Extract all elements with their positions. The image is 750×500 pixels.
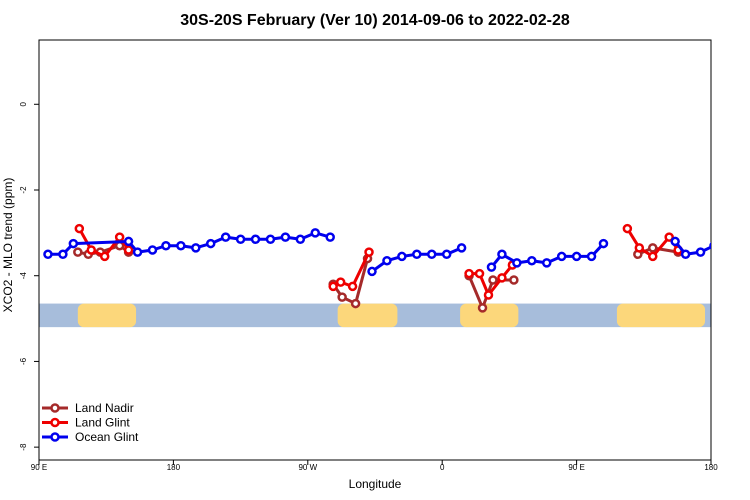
- y-tick-label: 0: [19, 102, 28, 107]
- x-tick-label: 90 E: [31, 463, 47, 472]
- land-mass-0: [77, 303, 137, 328]
- land-nadir-point: [488, 275, 498, 285]
- ocean-glint-point: [571, 251, 582, 262]
- land-nadir-point: [509, 275, 519, 285]
- ocean-glint-point: [527, 255, 537, 266]
- ocean-glint-point: [695, 247, 706, 257]
- ocean-glint-point: [191, 243, 201, 253]
- y-tick-label: -8: [19, 443, 28, 451]
- ocean-glint-point: [670, 236, 680, 247]
- y-tick-label: -6: [19, 357, 28, 365]
- land-nadir-point: [337, 292, 347, 302]
- land-glint-point: [328, 281, 338, 292]
- land-mass-3: [616, 303, 706, 328]
- x-axis-label: Longitude: [349, 477, 402, 491]
- ocean-glint-point: [147, 245, 158, 255]
- x-tick-label: 90 E: [568, 463, 584, 472]
- ocean-glint-point: [556, 251, 567, 262]
- land-glint-point: [634, 243, 645, 253]
- ocean-glint-point: [235, 234, 246, 245]
- ocean-glint-point: [43, 249, 53, 260]
- ocean-glint-point: [161, 240, 171, 251]
- land-glint-point: [123, 245, 134, 255]
- ocean-glint-point: [205, 238, 216, 249]
- ocean-glint-point: [412, 249, 422, 260]
- legend-swatch-marker: [50, 403, 60, 413]
- land-glint-point: [347, 281, 358, 292]
- ocean-glint-point: [58, 249, 68, 260]
- land-glint-point: [622, 223, 633, 234]
- ocean-glint-point: [325, 232, 335, 242]
- ocean-glint-point: [441, 249, 452, 260]
- legend-swatch-marker: [50, 432, 60, 442]
- land-glint-point: [364, 247, 374, 257]
- ocean-glint-point: [265, 234, 276, 245]
- x-tick-label: 180: [167, 463, 181, 472]
- ocean-glint-point: [486, 262, 497, 272]
- ocean-glint-line: [673, 240, 711, 256]
- land-mass-1: [337, 303, 398, 328]
- ocean-glint-point: [541, 258, 552, 268]
- ocean-glint-point: [295, 234, 306, 245]
- land-glint-point: [335, 277, 346, 287]
- land-glint-point: [648, 251, 658, 262]
- ocean-glint-point: [382, 255, 392, 266]
- ocean-glint-point: [497, 249, 507, 260]
- ocean-glint-point: [397, 251, 407, 262]
- land-glint-point: [664, 232, 674, 242]
- ocean-glint-point: [512, 258, 522, 268]
- land-glint-point: [99, 251, 110, 262]
- land-nadir-point: [350, 298, 361, 309]
- ocean-glint-point: [220, 232, 231, 242]
- land-glint-point: [74, 223, 85, 234]
- chart-title: 30S-20S February (Ver 10) 2014-09-06 to …: [180, 12, 570, 29]
- ocean-glint-point: [456, 243, 467, 253]
- x-tick-label: 90 W: [298, 463, 317, 472]
- legend-label-land-glint: Land Glint: [75, 416, 130, 430]
- y-axis-label: XCO2 - MLO trend (ppm): [1, 178, 15, 313]
- x-tick-label: 180: [704, 463, 718, 472]
- plot-frame: [38, 39, 712, 461]
- y-tick-label: -4: [19, 272, 28, 280]
- ocean-glint-point: [709, 242, 711, 250]
- ocean-glint-point: [280, 232, 291, 242]
- x-tick-label: 0: [440, 463, 445, 472]
- land-glint-point: [464, 268, 474, 279]
- ocean-glint-point: [680, 249, 691, 260]
- land-nadir-line: [331, 258, 369, 306]
- ocean-glint-point: [586, 251, 597, 262]
- land-glint-point: [114, 232, 125, 242]
- ocean-glint-point: [598, 238, 609, 249]
- land-glint-point: [483, 290, 494, 300]
- ocean-glint-point: [310, 228, 321, 238]
- ocean-glint-point: [367, 266, 377, 277]
- land-nadir-point: [477, 303, 488, 313]
- ocean-glint-point: [123, 236, 134, 247]
- legend-label-ocean-glint: Ocean Glint: [75, 430, 139, 444]
- land-glint-point: [474, 268, 485, 279]
- land-mass-2: [460, 303, 519, 328]
- land-glint-point: [86, 245, 97, 255]
- ocean-glint-point: [250, 234, 261, 245]
- land-nadir-point: [648, 243, 658, 253]
- ocean-glint-point: [68, 238, 79, 249]
- ocean-glint-point: [132, 247, 143, 257]
- ocean-glint-point: [176, 240, 186, 251]
- ocean-glint-point: [426, 249, 437, 260]
- y-tick-label: -2: [19, 186, 28, 194]
- legend-label-land-nadir: Land Nadir: [75, 401, 134, 415]
- land-glint-point: [497, 273, 507, 283]
- land-nadir-point: [73, 247, 83, 257]
- legend-swatch-marker: [50, 417, 60, 428]
